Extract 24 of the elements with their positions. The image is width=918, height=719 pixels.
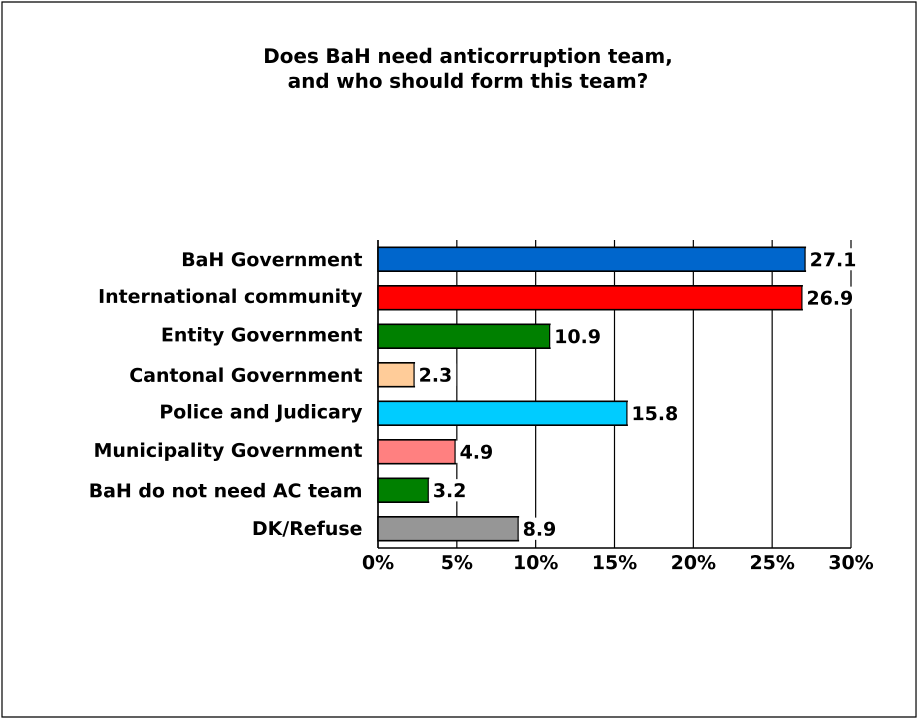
- x-tick-label: 20%: [672, 555, 716, 570]
- x-tick-label: 5%: [442, 555, 472, 570]
- y-tick-label: Cantonal Government: [130, 367, 362, 382]
- y-tick-label: Entity Government: [162, 327, 362, 346]
- data-label: 10.9: [556, 329, 600, 344]
- chart-title: Does BaH need anticorruption team, and who should form this team?: [265, 48, 671, 88]
- y-tick-label: DK/Refuse: [254, 520, 362, 537]
- y-tick-label: Police and Judicary: [161, 404, 362, 422]
- x-tick-label: 0%: [362, 555, 394, 570]
- data-label: 2.3: [420, 368, 451, 382]
- y-tick-label: Municipality Government: [95, 442, 362, 461]
- y-tick-label: International community: [100, 288, 362, 308]
- y-tick-label: BaH Government: [182, 252, 362, 266]
- data-label: 3.2: [434, 483, 465, 498]
- data-label: 27.1: [811, 252, 856, 266]
- x-tick-label: 25%: [751, 555, 794, 570]
- x-tick-label: 15%: [594, 555, 637, 570]
- data-label: 15.8: [634, 406, 678, 420]
- data-label: 8.9: [524, 522, 556, 536]
- data-label: 26.9: [808, 290, 852, 305]
- y-tick-label: BaH do not need AC team: [90, 482, 361, 498]
- x-tick-label: 10%: [515, 555, 558, 570]
- data-label: 4.9: [460, 444, 492, 459]
- x-tick-label: 30%: [830, 555, 874, 570]
